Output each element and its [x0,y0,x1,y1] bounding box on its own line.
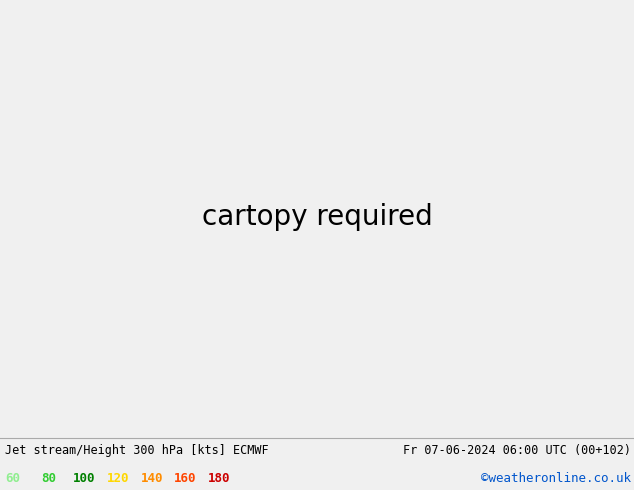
Text: ©weatheronline.co.uk: ©weatheronline.co.uk [481,472,631,486]
Text: 80: 80 [41,472,56,486]
Text: 60: 60 [5,472,20,486]
Text: Jet stream/Height 300 hPa [kts] ECMWF: Jet stream/Height 300 hPa [kts] ECMWF [5,444,269,457]
Text: 140: 140 [141,472,163,486]
Text: 160: 160 [174,472,197,486]
Text: 180: 180 [208,472,230,486]
Text: 120: 120 [107,472,129,486]
Text: Fr 07-06-2024 06:00 UTC (00+102): Fr 07-06-2024 06:00 UTC (00+102) [403,444,631,457]
Text: 100: 100 [73,472,95,486]
Text: cartopy required: cartopy required [202,203,432,231]
